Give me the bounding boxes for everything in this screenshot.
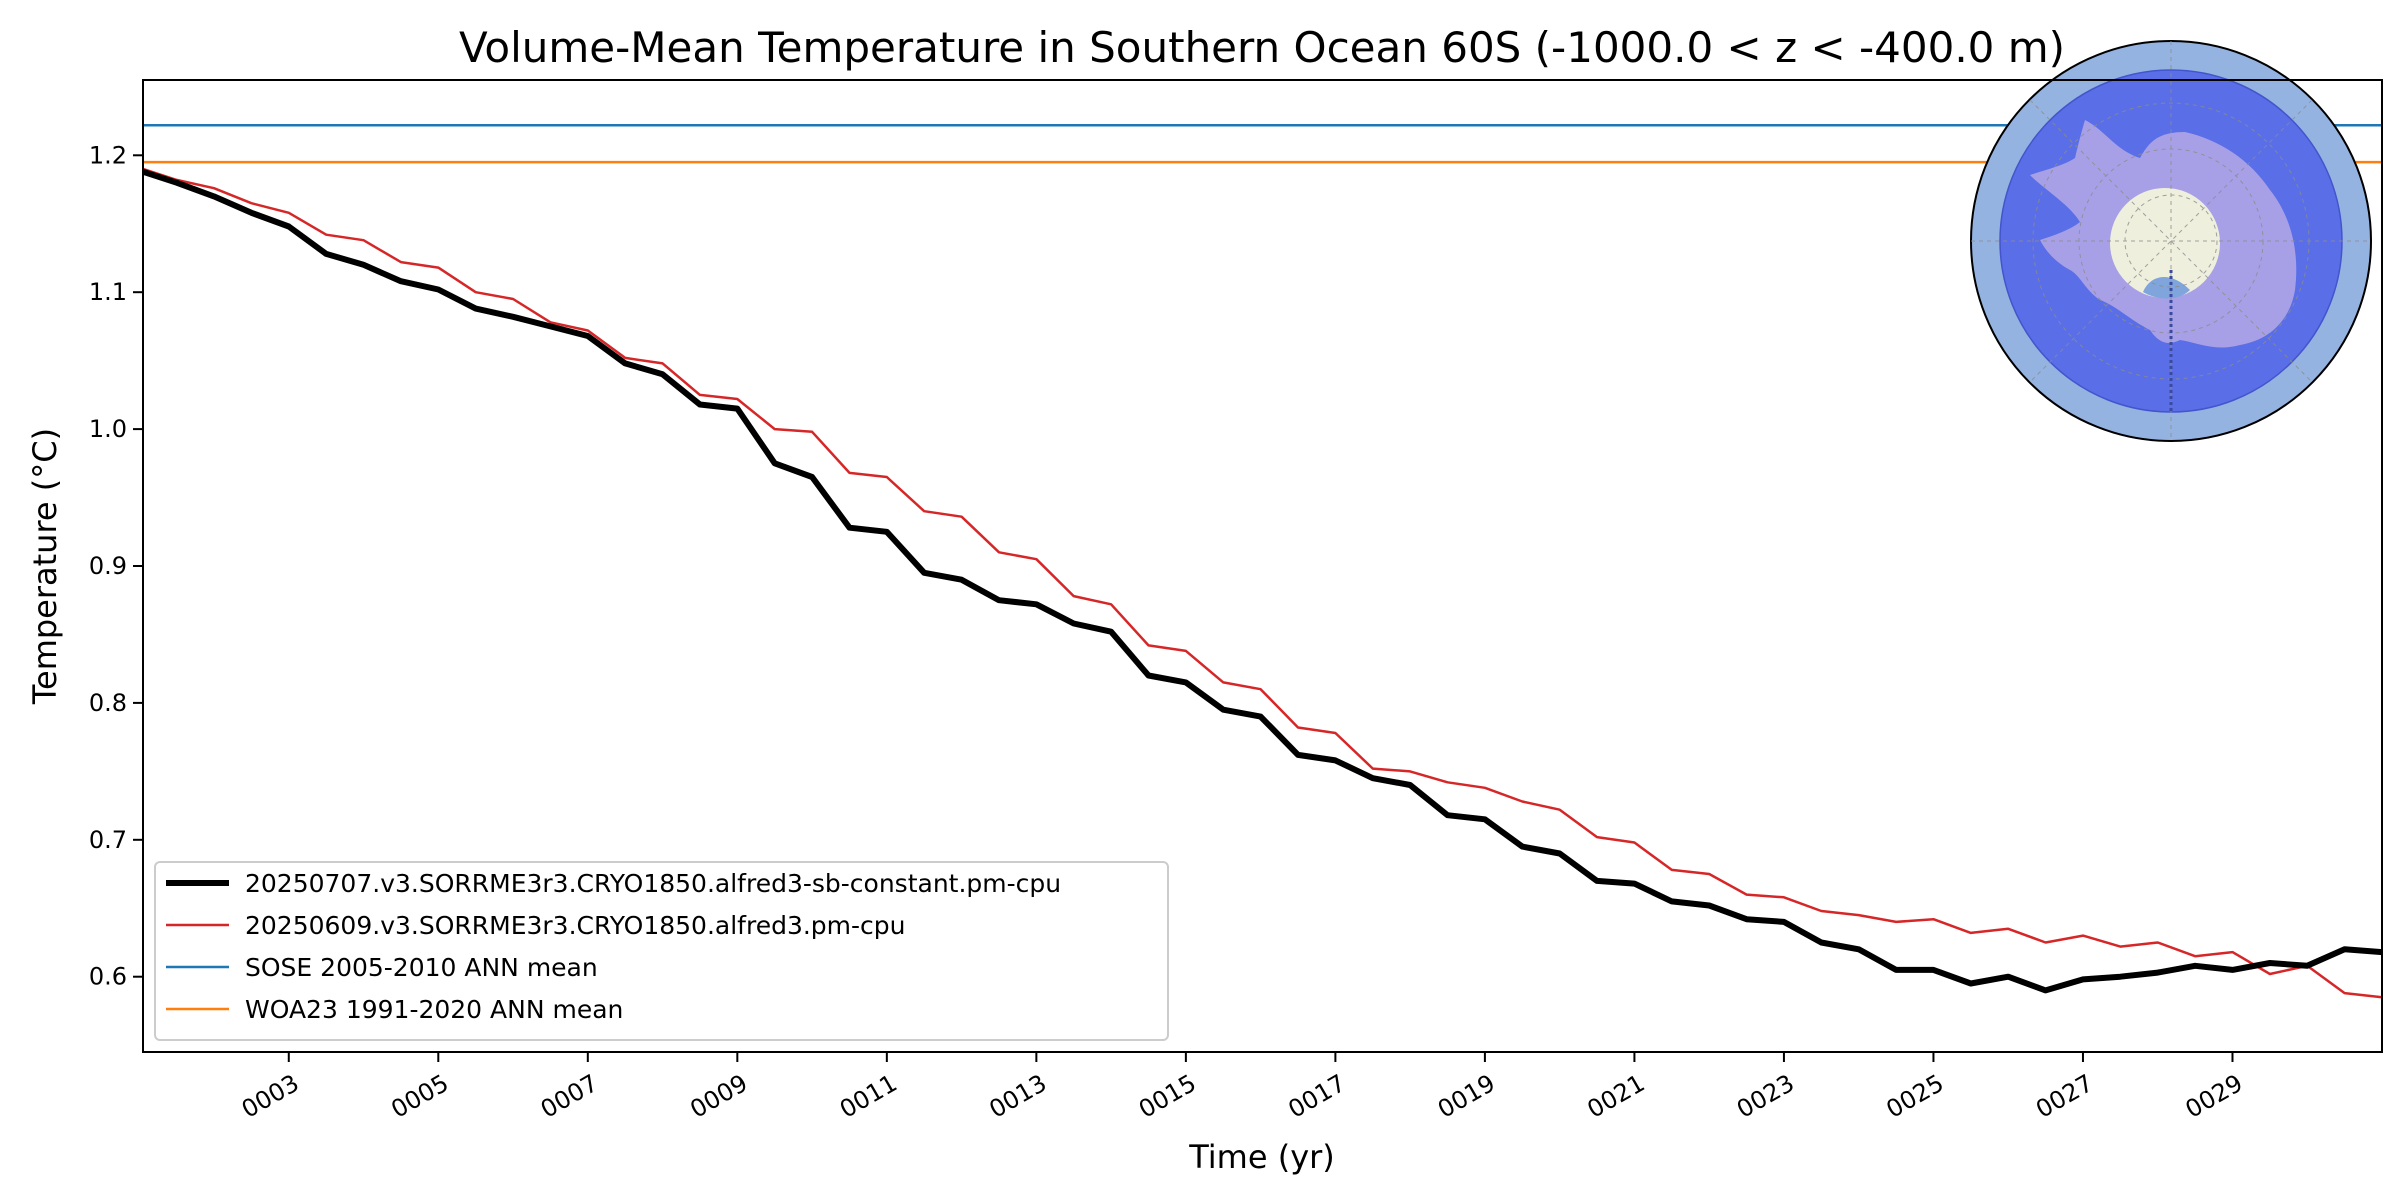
legend-entry: WOA23 1991-2020 ANN mean (166, 995, 623, 1024)
x-tick-label: 0007 (536, 1069, 603, 1124)
legend-entry: 20250707.v3.SORRME3r3.CRYO1850.alfred3-s… (166, 869, 1061, 898)
y-tick-label: 1.2 (89, 141, 127, 169)
x-axis-label: Time (yr) (1188, 1138, 1335, 1176)
x-axis: 0003 0005 0007 0009 0011 0013 0015 0017 0019 0021… (237, 1052, 2248, 1124)
x-tick-label: 0021 (1583, 1069, 1650, 1124)
x-tick-label: 0013 (984, 1069, 1051, 1124)
x-tick-label: 0011 (835, 1069, 902, 1124)
series-line-1 (143, 167, 2382, 999)
legend-box (154, 861, 1169, 1041)
y-tick-label: 0.9 (89, 552, 127, 580)
x-tick-label: 0025 (1882, 1069, 1949, 1124)
legend-label: 20250609.v3.SORRME3r3.CRYO1850.alfred3.p… (245, 911, 906, 940)
antarctica-polar-map-icon (1970, 40, 2372, 442)
x-tick-label: 0005 (386, 1069, 453, 1124)
y-axis: 0.6 0.7 0.8 0.9 1.0 1.1 1.2 (89, 141, 143, 991)
x-tick-label: 0015 (1134, 1069, 1201, 1124)
y-tick-label: 0.6 (89, 963, 127, 991)
x-tick-label: 0009 (685, 1069, 752, 1124)
legend-label: SOSE 2005-2010 ANN mean (245, 953, 598, 982)
chart-title: Volume-Mean Temperature in Southern Ocea… (459, 23, 2065, 72)
legend-entry: 20250609.v3.SORRME3r3.CRYO1850.alfred3.p… (166, 911, 906, 940)
x-tick-label: 0017 (1283, 1069, 1350, 1124)
series-line-0 (143, 168, 2382, 994)
y-tick-label: 1.0 (89, 415, 127, 443)
x-tick-label: 0019 (1433, 1069, 1500, 1124)
x-tick-label: 0023 (1732, 1069, 1799, 1124)
x-tick-label: 0029 (2181, 1069, 2248, 1124)
y-axis-label: Temperature (°C) (26, 428, 64, 705)
legend-label: 20250707.v3.SORRME3r3.CRYO1850.alfred3-s… (245, 869, 1061, 898)
y-tick-label: 0.8 (89, 689, 127, 717)
legend: 20250707.v3.SORRME3r3.CRYO1850.alfred3-s… (154, 861, 1169, 1041)
legend-label: WOA23 1991-2020 ANN mean (245, 995, 623, 1024)
series-layer (143, 123, 2382, 999)
x-tick-label: 0027 (2031, 1069, 2098, 1124)
y-tick-label: 1.1 (89, 278, 127, 306)
legend-entry: SOSE 2005-2010 ANN mean (166, 953, 598, 982)
y-tick-label: 0.7 (89, 826, 127, 854)
x-tick-label: 0003 (237, 1069, 304, 1124)
